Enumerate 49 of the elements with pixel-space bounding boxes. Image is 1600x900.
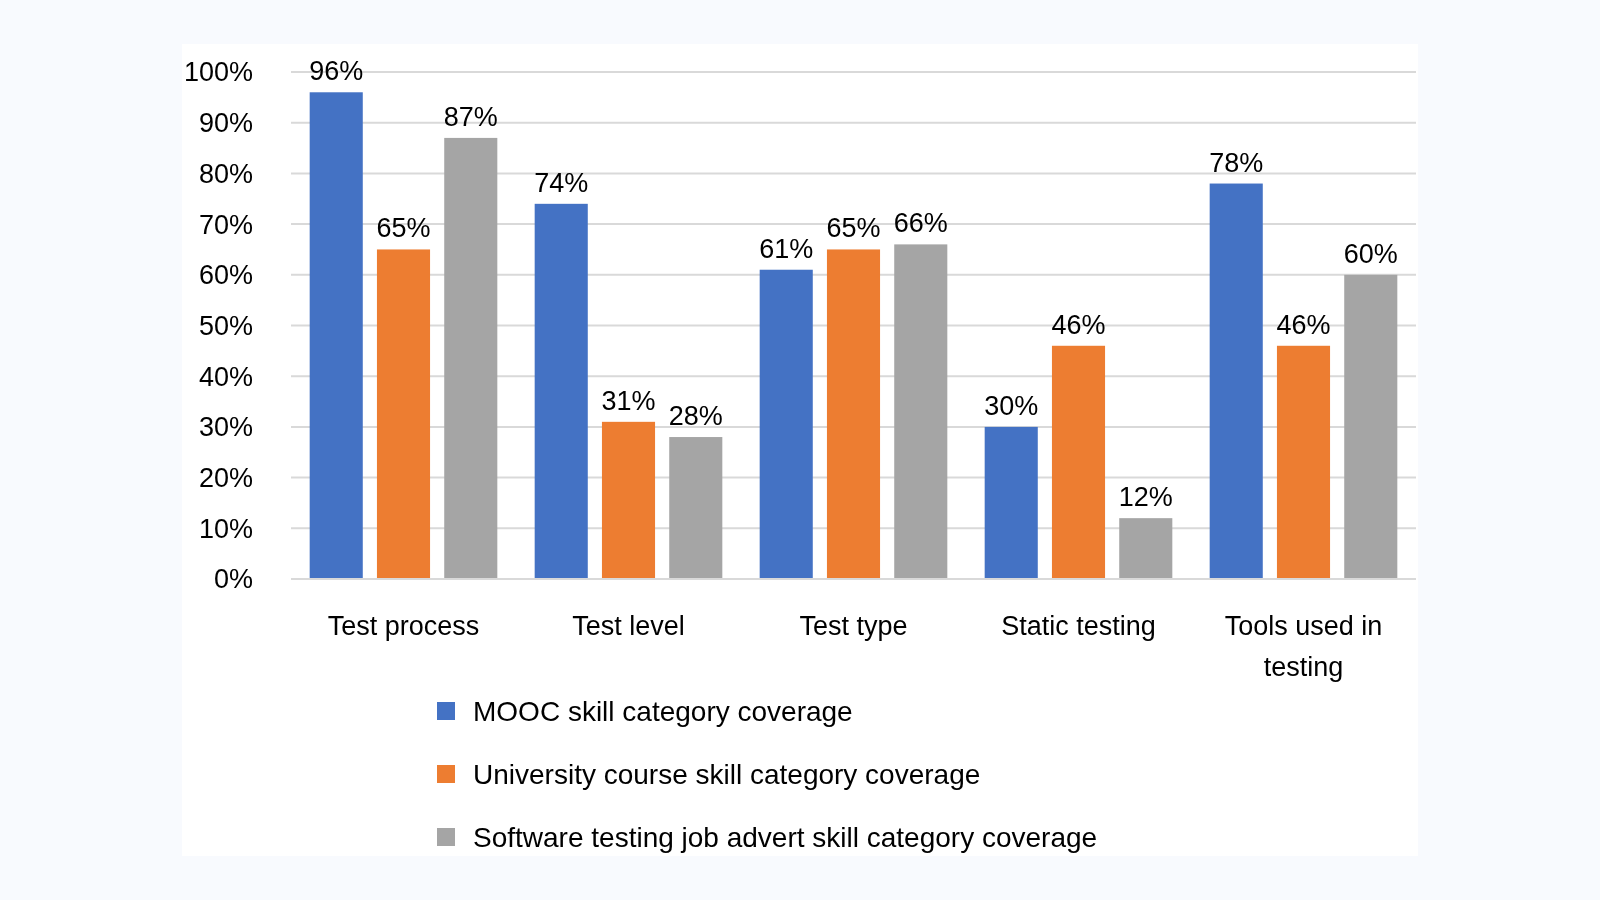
x-tick-label: Test process xyxy=(327,611,480,641)
bar xyxy=(534,203,588,579)
x-tick-label: Tools used in testing xyxy=(1224,611,1383,682)
data-label: 30% xyxy=(984,390,1039,421)
bar xyxy=(1344,274,1398,579)
bar xyxy=(669,437,723,579)
data-label: 74% xyxy=(534,167,589,198)
x-tick-label: Test level xyxy=(572,611,685,641)
data-label: 66% xyxy=(893,208,948,239)
bar xyxy=(894,244,948,579)
data-label: 28% xyxy=(668,401,723,432)
y-tick-label: 40% xyxy=(198,361,253,392)
data-label: 60% xyxy=(1343,238,1398,269)
bar xyxy=(444,137,498,579)
data-label: 46% xyxy=(1051,309,1106,340)
data-label: 31% xyxy=(601,385,656,416)
y-tick-label: 70% xyxy=(198,209,253,240)
bar xyxy=(1209,183,1263,579)
data-label: 78% xyxy=(1209,147,1264,178)
y-tick-label: 60% xyxy=(198,260,253,291)
bar xyxy=(309,92,363,579)
y-tick-label: 10% xyxy=(198,513,253,544)
data-label: 96% xyxy=(309,56,364,87)
data-label: 65% xyxy=(376,213,431,244)
y-tick-label: 100% xyxy=(183,57,253,88)
data-label: 12% xyxy=(1118,482,1173,513)
y-tick-label: 20% xyxy=(198,463,253,494)
x-tick-label: Static testing xyxy=(1001,611,1156,641)
data-label: 65% xyxy=(826,213,881,244)
x-tick-label: Test type xyxy=(799,611,908,641)
legend-label: Software testing job advert skill category coverage xyxy=(473,821,1098,853)
y-tick-label: 90% xyxy=(198,108,253,139)
data-label: 46% xyxy=(1276,309,1331,340)
bar xyxy=(759,269,813,579)
bar xyxy=(376,249,431,579)
y-tick-label: 80% xyxy=(198,158,253,189)
data-label: 61% xyxy=(759,233,814,264)
legend-label: MOOC skill category coverage xyxy=(473,695,853,727)
bar xyxy=(984,426,1038,579)
bar xyxy=(826,249,881,579)
bar xyxy=(1051,345,1106,579)
data-label: 87% xyxy=(443,101,498,132)
y-tick-label: 50% xyxy=(198,310,253,341)
bar xyxy=(601,421,656,579)
bar xyxy=(1119,518,1173,579)
legend-label: University course skill category coverage xyxy=(473,758,981,790)
y-tick-label: 0% xyxy=(213,564,253,595)
bar xyxy=(1276,345,1331,579)
y-tick-label: 30% xyxy=(198,412,253,443)
